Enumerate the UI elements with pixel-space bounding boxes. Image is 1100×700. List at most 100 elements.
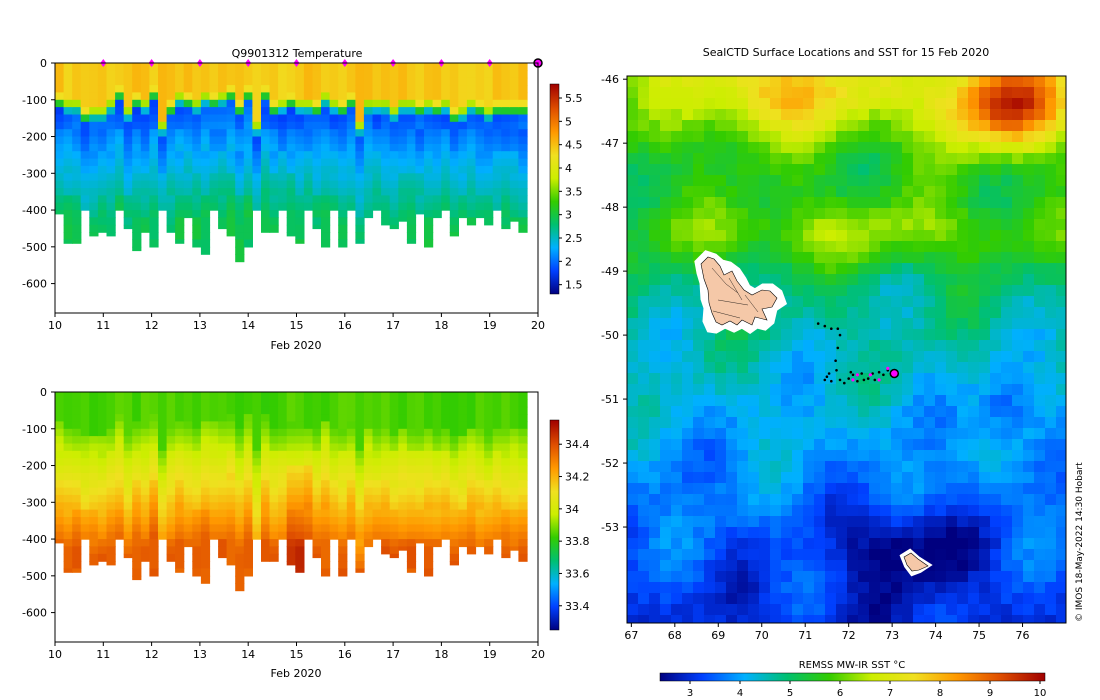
sst-cell [649, 164, 661, 176]
sst-cell [781, 549, 793, 561]
profile-cell [200, 158, 211, 167]
sst-cell [1012, 329, 1024, 341]
profile-cell [509, 414, 519, 423]
profile-cell [441, 509, 451, 518]
profile-cell [243, 165, 253, 174]
profile-cell [200, 224, 211, 233]
profile-cell [312, 165, 322, 174]
profile-cell [235, 421, 245, 430]
sst-cell [814, 505, 826, 517]
profile-cell [312, 406, 322, 415]
profile-cell [372, 195, 382, 204]
sst-cell [935, 175, 947, 187]
profile-cell [140, 195, 150, 204]
profile-cell [458, 151, 468, 160]
profile-cell [149, 561, 159, 570]
profile-cell [218, 202, 228, 211]
sst-cell [781, 428, 793, 440]
profile-cell [424, 421, 434, 430]
sst-cell [759, 329, 771, 341]
colorbar-tick-label: 3.5 [565, 185, 583, 198]
profile-cell [243, 406, 253, 415]
sst-cell [825, 406, 837, 418]
profile-cell [183, 63, 193, 71]
sst-cell [671, 549, 683, 561]
sst-cell [693, 219, 705, 231]
profile-cell [158, 509, 168, 518]
sst-cell [759, 483, 771, 495]
profile-cell [72, 188, 82, 196]
sst-cell [748, 219, 760, 231]
profile-cell [175, 121, 185, 130]
sst-cell [957, 516, 969, 528]
profile-cell [372, 202, 382, 211]
profile-cell [381, 399, 391, 408]
profile-cell [158, 487, 168, 496]
sst-cell [1023, 131, 1035, 143]
profile-cell [243, 531, 253, 540]
profile-cell [415, 129, 425, 138]
sst-cell [748, 120, 760, 132]
sst-cell [693, 395, 705, 407]
profile-cell [132, 399, 142, 408]
profile-cell [475, 406, 485, 415]
profile-cell [235, 114, 245, 123]
profile-cell [166, 487, 176, 496]
profile-cell [432, 509, 442, 518]
profile-cell [261, 399, 271, 408]
profile-cell [149, 107, 159, 116]
profile-cell [149, 436, 159, 445]
profile-cell [466, 472, 477, 481]
profile-cell [501, 436, 511, 445]
profile-cell [166, 465, 176, 474]
sst-cell [1056, 450, 1066, 462]
profile-cell [278, 99, 288, 108]
sst-cell [671, 98, 683, 110]
profile-cell [432, 158, 442, 167]
profile-cell [252, 99, 262, 108]
sst-cell [836, 318, 848, 330]
sst-cell [660, 197, 672, 209]
sst-cell [1034, 230, 1046, 242]
profile-cell [72, 531, 82, 540]
profile-cell [449, 421, 459, 430]
sst-cell [1034, 593, 1046, 605]
profile-cell [501, 458, 511, 467]
sst-cell [682, 406, 694, 418]
sst-cell [693, 351, 705, 363]
profile-cell [415, 414, 425, 423]
profile-cell [158, 114, 168, 123]
profile-cell [303, 436, 314, 445]
profile-cell [123, 443, 133, 452]
profile-cell [484, 195, 494, 204]
profile-cell [209, 421, 219, 430]
profile-cell [458, 85, 468, 94]
profile-cell [492, 502, 502, 511]
sst-cell [660, 483, 672, 495]
profile-cell [123, 77, 133, 86]
sst-cell [935, 571, 947, 583]
profile-cell [295, 502, 305, 511]
profile-cell [158, 392, 168, 400]
profile-cell [235, 173, 245, 182]
profile-cell [415, 494, 425, 503]
profile-cell [97, 202, 108, 211]
profile-cell [466, 107, 477, 116]
profile-cell [321, 151, 331, 160]
sst-cell [792, 285, 804, 297]
profile-cell [432, 539, 442, 548]
profile-cell [321, 85, 331, 94]
profile-cell [55, 136, 65, 145]
sst-cell [737, 109, 749, 121]
sst-cell [1001, 76, 1013, 88]
profile-cell [89, 158, 99, 167]
profile-cell [518, 121, 528, 130]
sst-cell [891, 384, 903, 396]
profile-cell [235, 399, 245, 408]
sst-cell [946, 615, 958, 623]
sst-cell [869, 428, 881, 440]
profile-cell [509, 539, 519, 548]
sst-cell [924, 252, 936, 264]
profile-cell [166, 188, 176, 196]
sst-cell [759, 516, 771, 528]
